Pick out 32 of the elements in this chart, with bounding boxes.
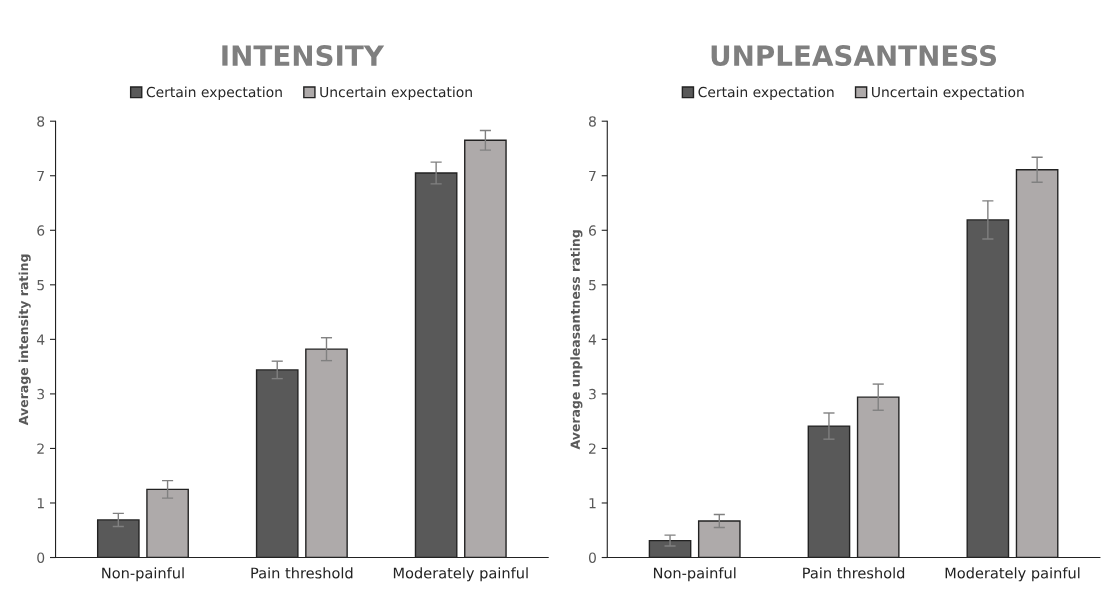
x-tick-label: Pain threshold — [803, 567, 905, 579]
y-tick-label: 5 — [589, 279, 596, 291]
legend-label: Certain expectation — [698, 86, 834, 100]
y-tick-label: 6 — [588, 225, 596, 236]
x-tick-label: Non-painful — [102, 567, 184, 582]
y-tick-label: 4 — [36, 334, 45, 345]
y-axis-title: Average unpleasantness rating — [570, 230, 583, 450]
x-tick-label: Non-painful — [653, 567, 736, 582]
y-tick-label: 7 — [37, 170, 44, 182]
y-tick-label: 8 — [588, 116, 596, 127]
x-tick-label: Moderately painful — [945, 567, 1080, 582]
y-tick-label: 3 — [37, 388, 45, 400]
chart-title: UNPLEASANTNESS — [711, 45, 997, 67]
x-tick-label: Pain threshold — [251, 567, 353, 579]
y-tick-label: 2 — [589, 443, 596, 454]
chart-title: INTENSITY — [222, 45, 385, 67]
y-tick-label: 2 — [37, 443, 44, 454]
x-tick-label: Moderately painful — [393, 567, 528, 582]
y-tick-label: 7 — [589, 170, 596, 182]
y-tick-label: 0 — [37, 552, 45, 563]
y-tick-label: 3 — [589, 388, 596, 400]
y-tick-label: 5 — [37, 279, 44, 291]
y-tick-label: 1 — [589, 498, 596, 509]
y-tick-label: 0 — [588, 552, 596, 563]
y-axis-title: Average intensity rating — [18, 254, 31, 426]
y-tick-label: 6 — [37, 225, 45, 236]
legend-label: Uncertain expectation — [872, 86, 1024, 100]
legend-label: Uncertain expectation — [320, 86, 472, 100]
y-tick-label: 1 — [37, 498, 44, 509]
legend-label: Certain expectation — [146, 86, 282, 100]
y-tick-label: 8 — [37, 116, 45, 127]
y-tick-label: 4 — [588, 334, 597, 345]
